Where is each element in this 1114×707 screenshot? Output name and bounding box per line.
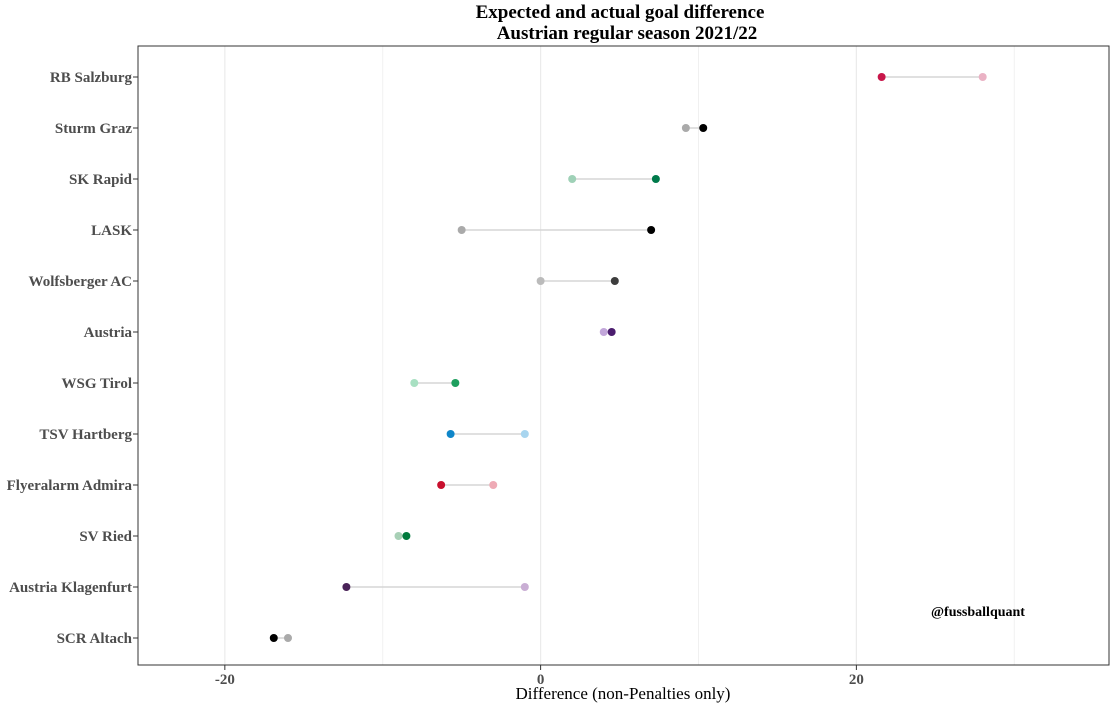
light-point [457,226,466,234]
dark-point [269,634,278,642]
team-label: Sturm Graz [55,121,132,137]
team-label: Austria [84,325,133,341]
team-label: TSV Hartberg [39,427,132,443]
dark-point [877,73,886,81]
grid-lines [224,46,1015,665]
dark-point [446,430,455,438]
dark-point [437,481,446,489]
team-label: WSG Tirol [62,376,132,392]
dark-point [607,328,616,336]
team-label: SK Rapid [69,172,133,188]
team-label: RB Salzburg [50,70,133,86]
y-axis-tick-labels: RB Salzburg Sturm Graz SK Rapid LASK Wolfsbe… [7,70,138,647]
dark-point [610,277,619,285]
x-axis-label: Difference (non-Penalties only) [516,684,731,703]
dark-point [451,379,460,387]
dumbbell-segments [273,76,983,639]
light-point [536,277,545,285]
team-label: Flyeralarm Admira [7,478,133,494]
dark-point [342,583,351,591]
dark-point [651,175,660,183]
light-point [489,481,498,489]
team-label: Wolfsberger AC [29,274,132,290]
team-label: SCR Altach [57,631,133,647]
light-point [410,379,419,387]
dark-point [699,124,708,132]
light-point [681,124,690,132]
chart-title: Expected and actual goal difference [476,2,765,23]
team-label: Austria Klagenfurt [9,580,132,596]
team-label: LASK [91,223,132,239]
chart-subtitle: Austrian regular season 2021/22 [497,23,758,44]
dark-point [647,226,656,234]
dumbbell-points [269,73,987,642]
x-tick-label: 20 [849,672,864,688]
light-point [394,532,403,540]
plot-panel-border [137,45,1110,666]
light-point [520,430,529,438]
light-point [568,175,577,183]
dark-point [402,532,411,540]
light-point [520,583,529,591]
light-point [599,328,608,336]
light-point [978,73,987,81]
team-label: SV Ried [79,529,132,545]
x-tick-label: -20 [215,672,235,688]
annotation-handle: @fussballquant [931,605,1025,620]
light-point [283,634,292,642]
x-axis-ticks: -20 0 20 [215,665,864,688]
x-tick-label: 0 [537,672,545,688]
